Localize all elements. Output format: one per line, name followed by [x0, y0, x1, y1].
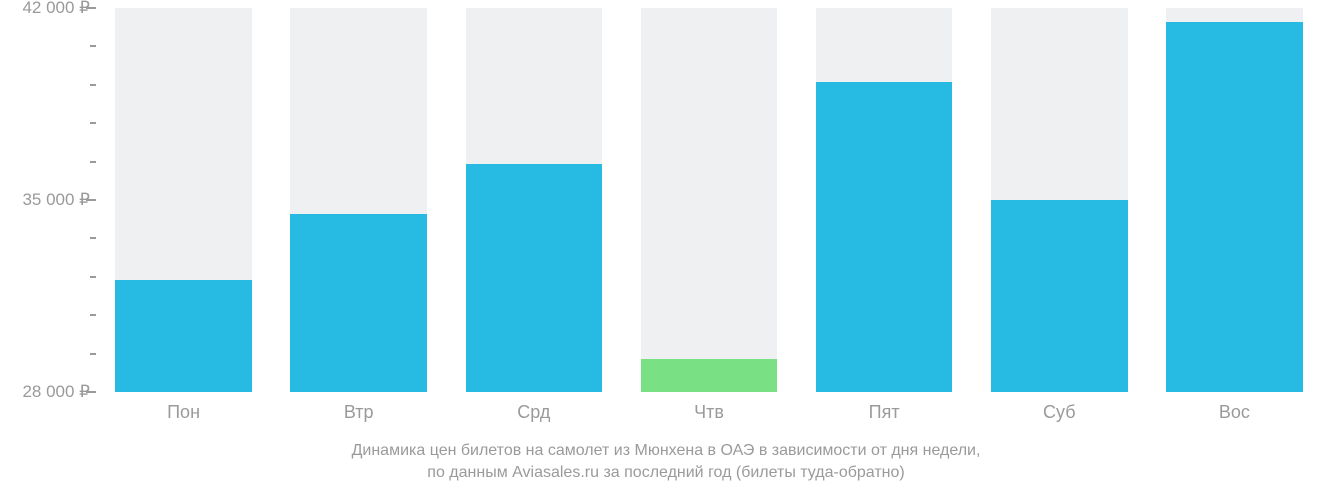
bar-slot: [290, 8, 427, 392]
y-axis-tick: [86, 7, 96, 9]
x-axis-label: Суб: [1043, 402, 1076, 423]
y-axis-label: 28 000 ₽: [22, 382, 90, 402]
bar: [816, 82, 953, 392]
x-axis-label: Срд: [517, 402, 550, 423]
bar-slot: [466, 8, 603, 392]
bar: [1166, 22, 1303, 392]
x-axis-label: Чтв: [694, 402, 724, 423]
caption-line-2: по данным Aviasales.ru за последний год …: [0, 462, 1332, 484]
bar-slot: [641, 8, 778, 392]
bar-slot: [991, 8, 1128, 392]
bar-slot: [115, 8, 252, 392]
caption-line-1: Динамика цен билетов на самолет из Мюнхе…: [0, 440, 1332, 462]
x-axis-label: Втр: [344, 402, 374, 423]
plot-area: [96, 8, 1322, 392]
bar-slot: [816, 8, 953, 392]
y-axis-label: 42 000 ₽: [22, 0, 90, 18]
bar: [290, 214, 427, 392]
bar-background: [641, 8, 778, 392]
x-axis-label: Пон: [167, 402, 200, 423]
y-axis-tick: [86, 391, 96, 393]
y-axis-tick: [86, 199, 96, 201]
bar-slot: [1166, 8, 1303, 392]
bar: [991, 200, 1128, 392]
y-axis: 28 000 ₽35 000 ₽42 000 ₽: [0, 0, 96, 392]
bar: [115, 280, 252, 392]
bar: [466, 164, 603, 392]
bar: [641, 359, 778, 392]
chart-caption: Динамика цен билетов на самолет из Мюнхе…: [0, 440, 1332, 484]
x-axis-label: Пят: [869, 402, 900, 423]
x-axis-labels: Пон Втр Срд Чтв Пят Суб Вос: [96, 396, 1322, 428]
price-by-weekday-chart: 28 000 ₽ 35 000 ₽ 42 000 ₽ Пон Втр Срд Чтв Пят…: [0, 0, 1332, 502]
x-axis-label: Вос: [1219, 402, 1250, 423]
y-axis-label: 35 000 ₽: [22, 190, 90, 210]
